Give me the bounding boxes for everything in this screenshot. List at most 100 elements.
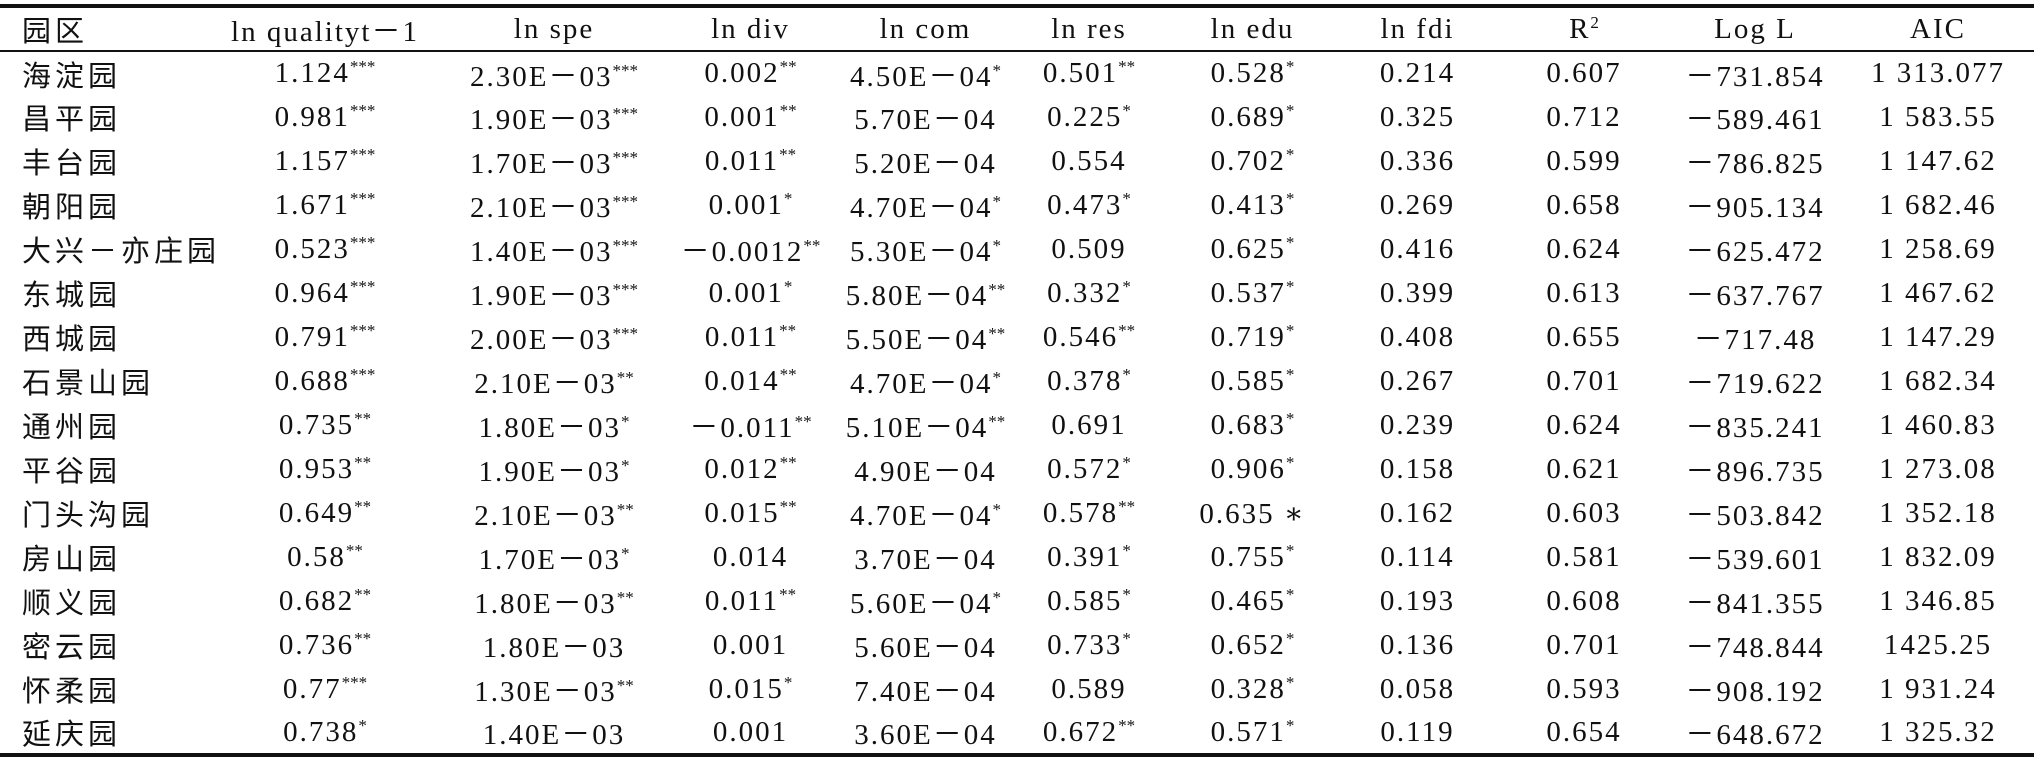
value-cell: －539.601 (1668, 535, 1842, 579)
value-cell: 0.002** (658, 51, 843, 95)
significance-stars: * (358, 715, 367, 735)
cell-value: －0.011 (689, 412, 795, 444)
cell-value: 0.015 (708, 672, 784, 705)
value-cell: 0.158 (1335, 447, 1500, 491)
significance-stars: * (1285, 452, 1295, 472)
significance-stars: ** (354, 452, 372, 472)
value-cell: 1.70E－03* (450, 535, 658, 579)
value-cell: 0.791*** (200, 315, 450, 359)
header-cell: Log L (1714, 12, 1796, 45)
value-cell: 4.70E－04* (843, 359, 1008, 403)
value-cell: －719.622 (1668, 359, 1842, 403)
value-cell: 0.981*** (200, 95, 450, 139)
value-cell: 1.124*** (200, 51, 450, 95)
cell-value: 0.655 (1546, 320, 1622, 353)
significance-stars: *** (349, 57, 376, 76)
value-cell: 0.239 (1335, 403, 1500, 447)
value-cell: －786.825 (1668, 139, 1842, 183)
value-cell: 0.733* (1008, 623, 1170, 667)
cell-value: 0.416 (1379, 232, 1456, 265)
value-cell: －717.48 (1668, 315, 1842, 359)
value-cell: －896.735 (1668, 447, 1842, 491)
cell-value: －896.735 (1685, 456, 1825, 488)
significance-stars: ** (779, 100, 797, 120)
header-cell: ln com (879, 12, 972, 45)
value-cell: －625.472 (1668, 227, 1842, 271)
value-cell: 0.011** (658, 315, 843, 359)
value-cell: 0.119 (1335, 711, 1500, 755)
cell-value: 1.124 (274, 57, 350, 89)
cell-value: 0.719 (1210, 320, 1286, 353)
value-cell: 4.90E－04 (843, 447, 1008, 491)
cell-value: 0.581 (1546, 540, 1622, 573)
cell-value: 0.654 (1546, 715, 1622, 748)
value-cell: 0.391* (1008, 535, 1170, 579)
value-cell: 0.269 (1335, 183, 1500, 227)
value-cell: 1 273.08 (1842, 447, 2034, 491)
significance-stars: * (1285, 144, 1295, 164)
cell-value: 0.193 (1379, 584, 1456, 617)
value-cell: 7.40E－04 (843, 667, 1008, 711)
cell-value: 0.336 (1379, 144, 1456, 177)
value-cell: 0.593 (1500, 667, 1668, 711)
cell-value: －731.854 (1685, 60, 1825, 93)
value-cell: 0.267 (1335, 359, 1500, 403)
cell-value: 0.136 (1379, 628, 1456, 661)
value-cell: 1 583.55 (1842, 95, 2034, 139)
significance-stars: * (1285, 320, 1295, 340)
value-cell: －0.011** (658, 403, 843, 447)
significance-stars: ** (345, 540, 363, 560)
value-cell: 0.162 (1335, 491, 1500, 535)
significance-stars: *** (612, 60, 638, 80)
value-cell: 0.011** (658, 579, 843, 623)
value-cell: 0.585* (1008, 579, 1170, 623)
cell-value: 1 467.62 (1879, 276, 1997, 309)
cell-value: 0.001 (708, 188, 784, 221)
value-cell: 0.001* (658, 271, 843, 315)
significance-stars: ** (988, 412, 1006, 431)
cell-value: 0.621 (1546, 452, 1622, 485)
cell-value: 1 325.32 (1879, 715, 1997, 748)
park-name: 朝阳园 (22, 192, 122, 224)
value-cell: 0.701 (1500, 623, 1668, 667)
cell-value: 1.90E－03 (470, 104, 613, 136)
cell-value: －908.192 (1685, 676, 1825, 708)
cell-value: 0.269 (1379, 188, 1456, 221)
cell-value: 0.011 (704, 584, 780, 617)
significance-stars: ** (616, 500, 634, 519)
value-cell: 0.014 (658, 535, 843, 579)
value-cell: 0.015* (658, 667, 843, 711)
value-cell: 0.712 (1500, 95, 1668, 139)
cell-value: 0.683 (1210, 408, 1286, 441)
significance-stars: * (783, 672, 793, 692)
value-cell: 1.40E－03 (450, 711, 658, 755)
value-cell: 0.465* (1170, 579, 1335, 623)
value-cell: －841.355 (1668, 579, 1842, 623)
table-row: 昌平园 0.981*** 1.90E－03*** 0.001** 5.70E－04 0.2… (0, 95, 2034, 139)
cell-value: 4.70E－04 (850, 368, 993, 400)
significance-stars: *** (349, 320, 376, 340)
value-cell: 1.90E－03*** (450, 95, 658, 139)
significance-stars: * (1122, 452, 1131, 472)
significance-stars: *** (612, 236, 638, 255)
value-cell: 1 460.83 (1842, 403, 2034, 447)
cell-value: 0.688 (274, 364, 350, 397)
header-cell: ln res (1051, 12, 1127, 45)
cell-value: 0.953 (278, 452, 355, 485)
cell-value: 5.50E－04 (845, 324, 989, 356)
value-cell: －503.842 (1668, 491, 1842, 535)
table-row: 密云园 0.736** 1.80E－03 0.001 5.60E－04 0.733* 0.6… (0, 623, 2034, 667)
significance-stars: ** (354, 408, 372, 428)
value-cell: 0.658 (1500, 183, 1668, 227)
value-cell: 4.50E－04* (843, 51, 1008, 95)
cell-value: 0.501 (1042, 57, 1119, 89)
cell-value: 2.30E－03 (470, 60, 613, 93)
value-cell: 0.537* (1170, 271, 1335, 315)
value-cell: 0.554 (1008, 139, 1170, 183)
value-cell: 0.416 (1335, 227, 1500, 271)
value-cell: 1425.25 (1842, 623, 2034, 667)
cell-value: 4.70E－04 (850, 192, 993, 224)
header-cell: ln spe (513, 12, 595, 45)
cell-value: 0.689 (1210, 100, 1286, 133)
value-cell: 4.70E－04* (843, 183, 1008, 227)
